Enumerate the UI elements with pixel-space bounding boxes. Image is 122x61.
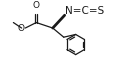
Text: N=C=S: N=C=S bbox=[65, 6, 104, 16]
Text: O: O bbox=[33, 1, 40, 10]
Text: O: O bbox=[17, 24, 24, 33]
